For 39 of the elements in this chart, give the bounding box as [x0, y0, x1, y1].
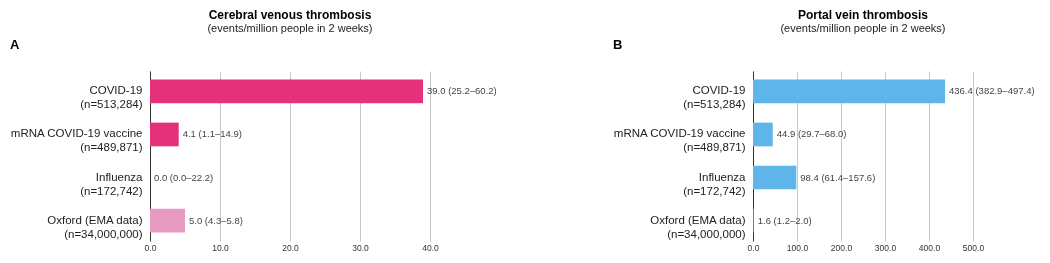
- y-tick-label: COVID-19 (n=513,284): [80, 84, 143, 111]
- y-tick-label: COVID-19 (n=513,284): [683, 84, 746, 111]
- chart-title: Cerebral venous thrombosis: [208, 8, 372, 22]
- y-tick-label: Influenza (n=172,742): [80, 170, 144, 197]
- x-tick-label: 400.0: [918, 242, 941, 253]
- chart-subtitle: (events/million people in 2 weeks): [780, 22, 946, 34]
- x-tick-label: 500.0: [962, 242, 985, 253]
- text: A: [10, 37, 20, 52]
- x-tick-label: 30.0: [352, 242, 370, 253]
- bar: [150, 79, 423, 104]
- x-tick-label: 200.0: [830, 242, 853, 253]
- x-tick-label: 40.0: [422, 242, 440, 253]
- x-tick-label: 20.0: [282, 242, 300, 253]
- bar: [753, 79, 946, 104]
- x-tick-label: 0.0: [747, 242, 760, 253]
- chart-subtitle: (events/million people in 2 weeks): [207, 22, 373, 34]
- bar: [150, 122, 179, 147]
- y-tick-label: Oxford (EMA data) (n=34,000,000): [47, 213, 143, 240]
- data-label: 5.0 (4.3–5.8): [189, 214, 243, 226]
- y-tick-label: mRNA COVID-19 vaccine (n=489,871): [613, 127, 746, 154]
- x-tick-label: 0.0: [144, 242, 157, 253]
- y-tick-label: Oxford (EMA data) (n=34,000,000): [650, 213, 746, 240]
- bar: [150, 208, 185, 233]
- data-label: 98.4 (61.4–157.6): [800, 171, 876, 183]
- x-tick-label: 10.0: [212, 242, 230, 253]
- y-tick-label: mRNA COVID-19 vaccine (n=489,871): [10, 127, 143, 154]
- x-tick-label: 300.0: [874, 242, 897, 253]
- bar: [753, 165, 797, 190]
- text: B: [613, 37, 623, 52]
- chart-title: Portal vein thrombosis: [797, 8, 929, 22]
- data-label: 4.1 (1.1–14.9): [182, 128, 242, 140]
- x-tick-label: 100.0: [786, 242, 809, 253]
- y-tick-label: Influenza (n=172,742): [683, 170, 747, 197]
- data-label: 436.4 (382.9–497.4): [949, 85, 1035, 97]
- bar: [753, 122, 773, 147]
- data-label: 1.6 (1.2–2.0): [757, 214, 812, 226]
- data-label: 0.0 (0.0–22.2): [154, 171, 214, 183]
- data-label: 39.0 (25.2–60.2): [427, 85, 497, 97]
- data-label: 44.9 (29.7–68.0): [776, 128, 847, 140]
